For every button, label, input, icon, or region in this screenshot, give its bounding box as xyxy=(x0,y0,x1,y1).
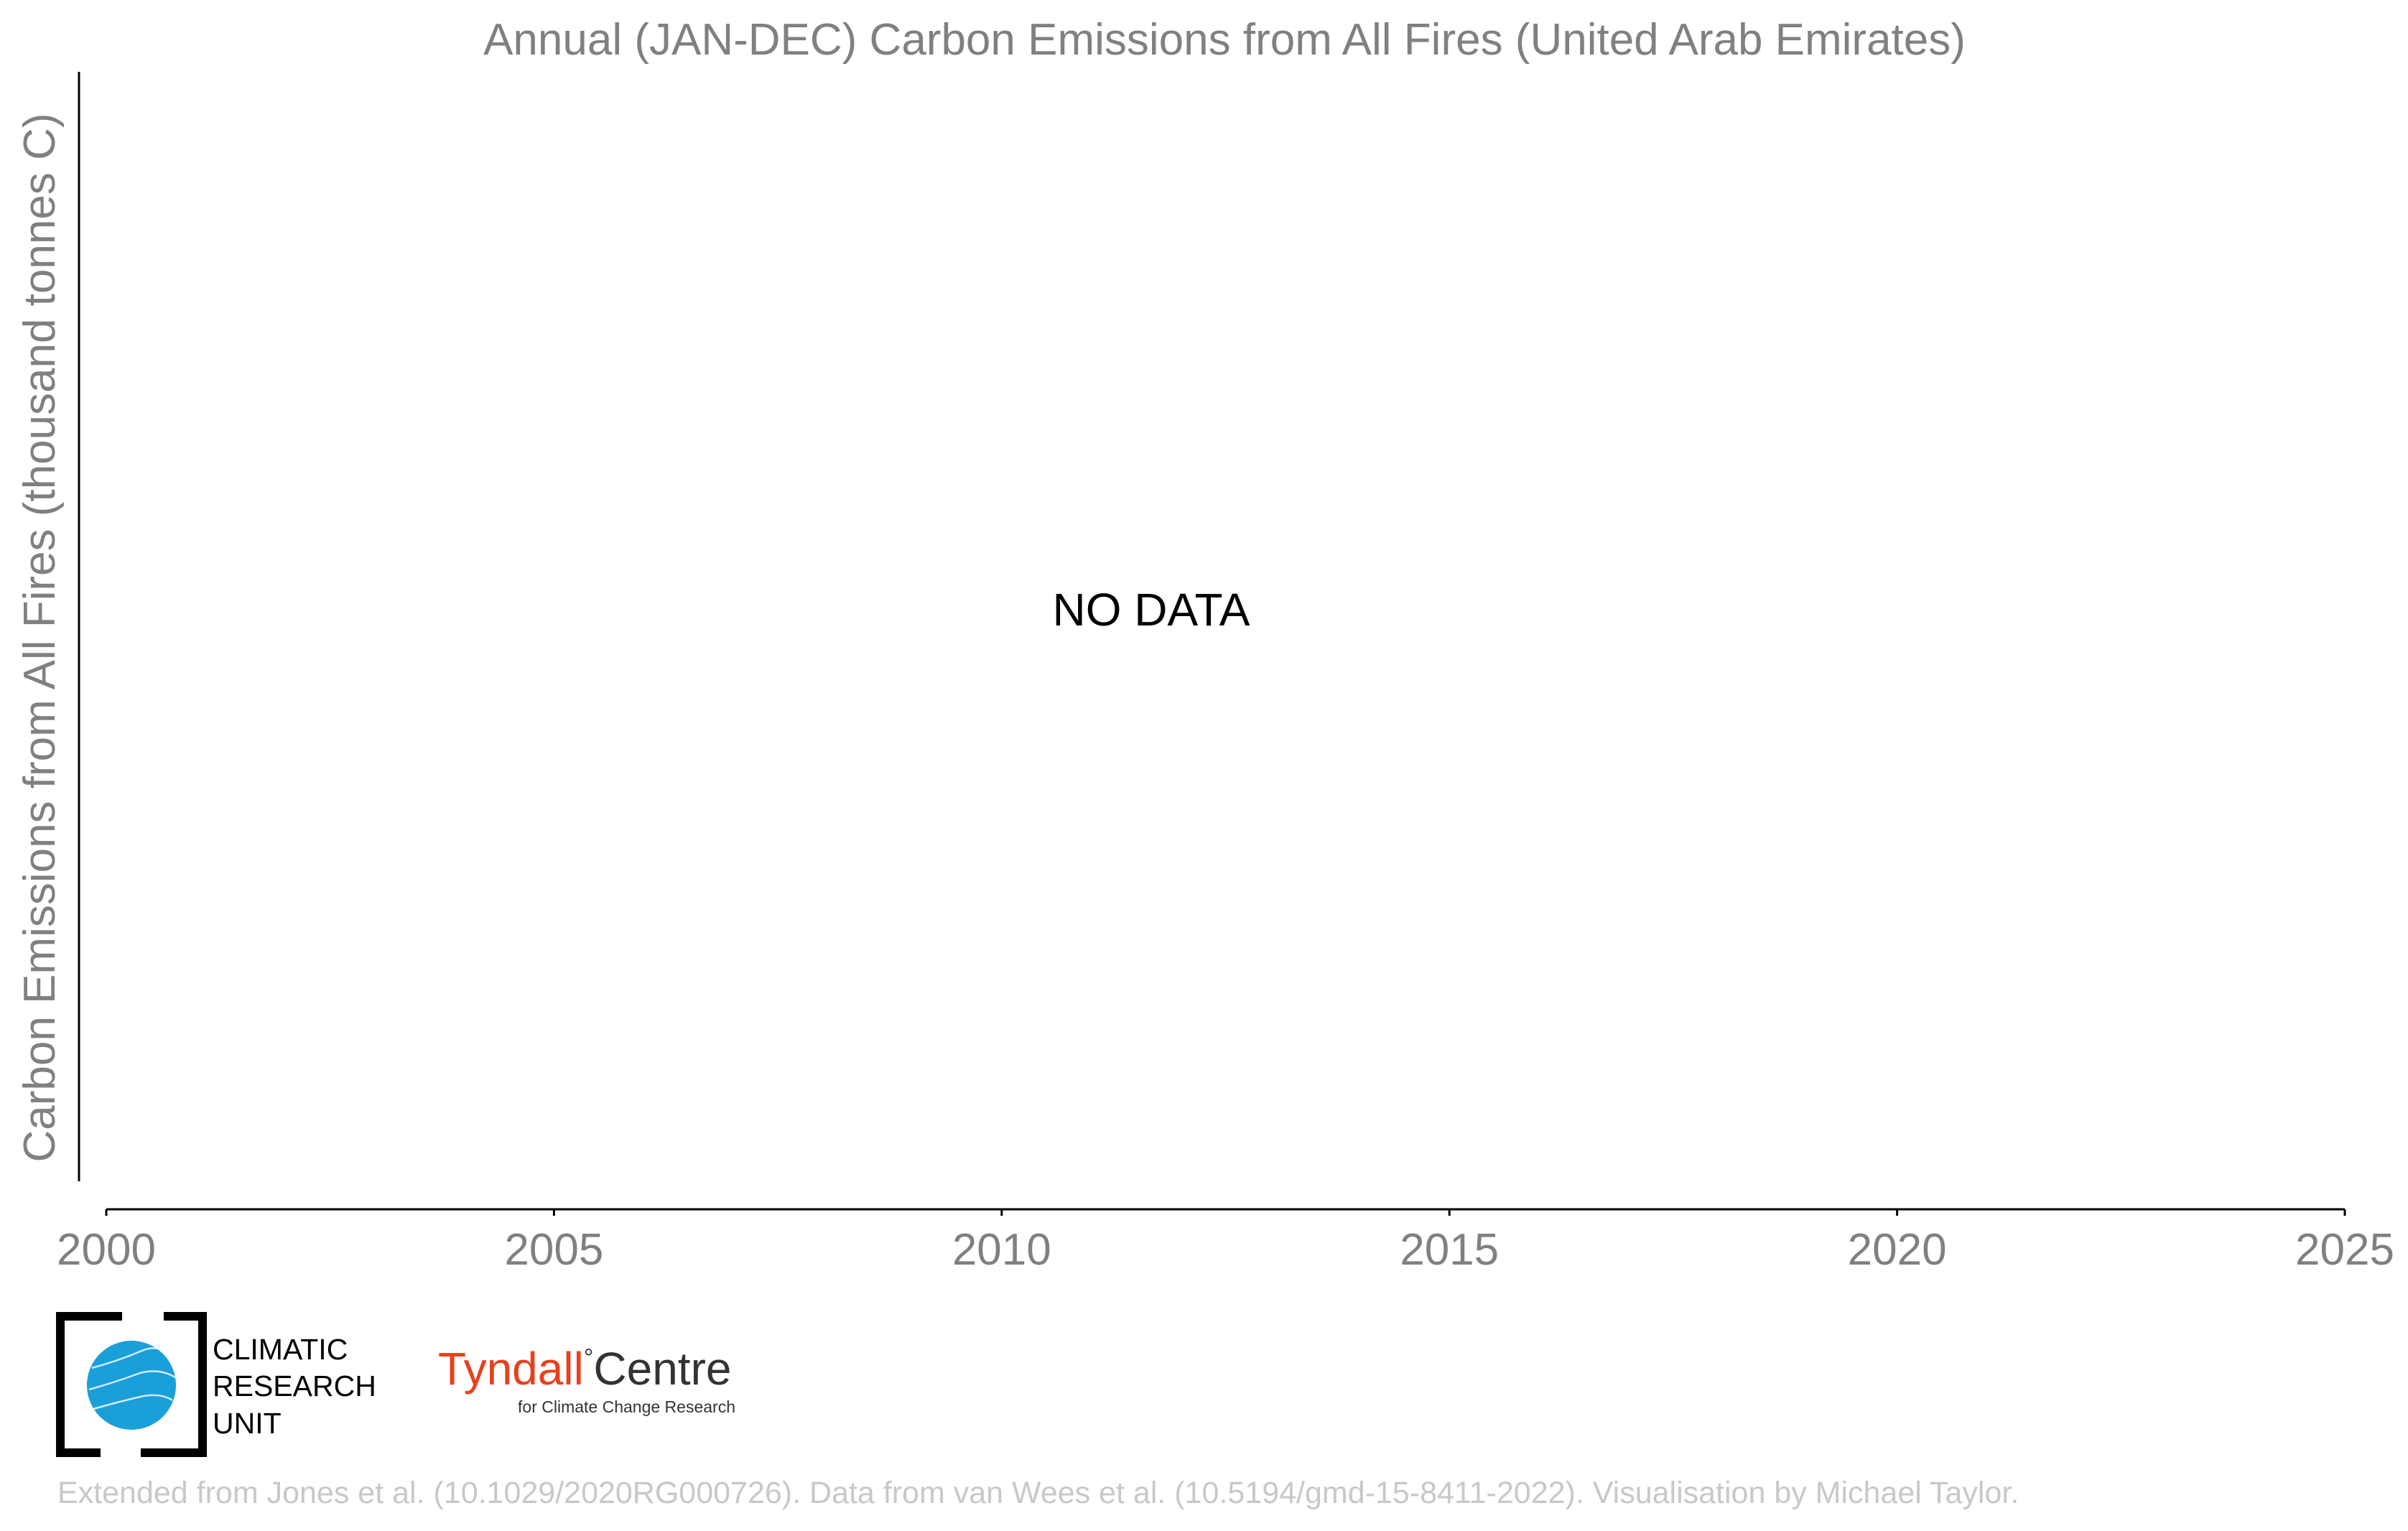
cru-bracket-right-icon xyxy=(141,1312,207,1457)
x-tick-label: 2000 xyxy=(57,1225,156,1275)
no-data-annotation: NO DATA xyxy=(1053,584,1250,636)
cru-logo-line1: CLIMATIC xyxy=(213,1333,348,1366)
cru-bracket-left-icon xyxy=(56,1312,122,1457)
cru-globe-contour-icon xyxy=(88,1370,176,1391)
cru-globe-icon xyxy=(87,1341,176,1430)
tyndall-logo-name: Tyndall°Centre xyxy=(438,1343,731,1395)
x-tick-label: 2025 xyxy=(2295,1225,2394,1275)
x-axis-ticks: 2000 2005 2010 2015 2020 2025 xyxy=(57,1209,2394,1275)
x-tick-label: 2015 xyxy=(1400,1225,1499,1275)
x-tick-label: 2005 xyxy=(504,1225,603,1275)
y-axis-label: Carbon Emissions from All Fires (thousan… xyxy=(15,113,65,1162)
cru-globe-contour-icon xyxy=(93,1394,173,1410)
tyndall-logo-part2: Centre xyxy=(593,1343,731,1395)
cru-globe-contour-icon xyxy=(91,1347,172,1369)
tyndall-logo-part1: Tyndall xyxy=(438,1343,584,1395)
tyndall-logo-degree: ° xyxy=(584,1344,594,1372)
cru-logo-line3: UNIT xyxy=(213,1407,282,1440)
cru-logo-line2: RESEARCH xyxy=(213,1369,376,1402)
tyndall-logo-tagline: for Climate Change Research xyxy=(518,1397,735,1416)
x-tick-label: 2020 xyxy=(1848,1225,1947,1275)
cru-logo: CLIMATIC RESEARCH UNIT xyxy=(56,1312,376,1457)
footer-credit: Extended from Jones et al. (10.1029/2020… xyxy=(57,1476,2019,1510)
tyndall-logo: Tyndall°Centre for Climate Change Resear… xyxy=(438,1343,735,1416)
x-tick-label: 2010 xyxy=(952,1225,1051,1275)
chart-title: Annual (JAN-DEC) Carbon Emissions from A… xyxy=(483,15,1966,65)
